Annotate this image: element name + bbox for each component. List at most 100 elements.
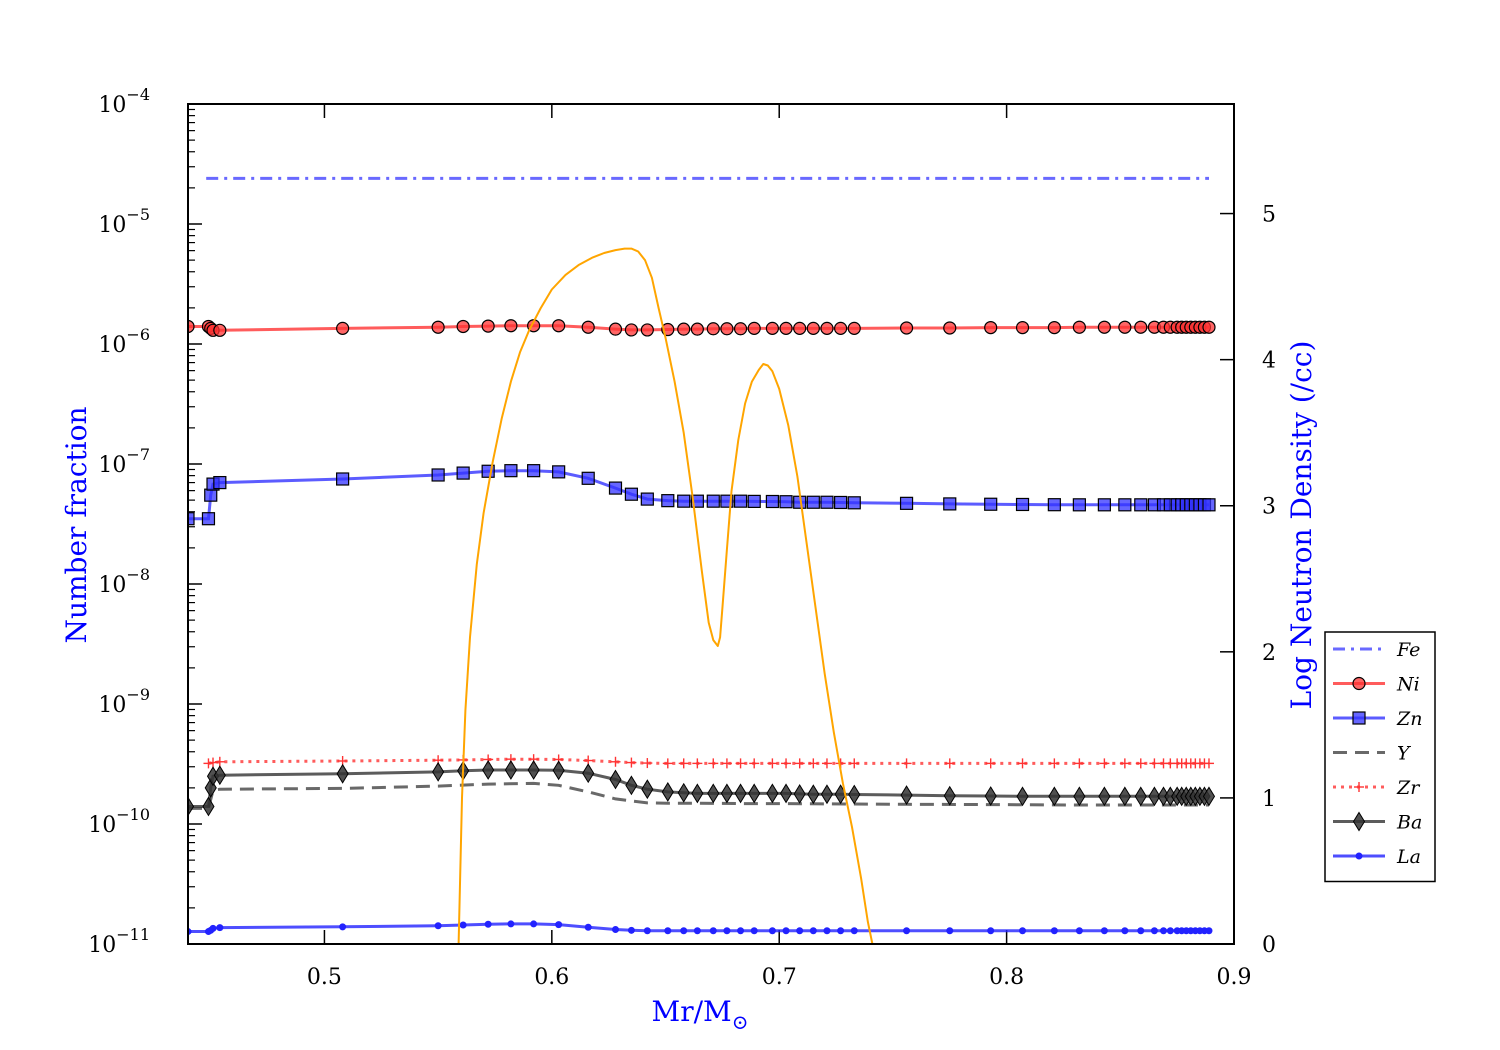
legend-entry-zr: Zr bbox=[1333, 777, 1421, 799]
legend-marker bbox=[1352, 676, 1366, 691]
data-point-ba bbox=[677, 782, 690, 803]
data-point-ba bbox=[1016, 786, 1029, 807]
data-point-zn bbox=[847, 496, 861, 510]
data-point-ba bbox=[582, 763, 595, 784]
y-tick-label-left: 10−8 bbox=[98, 565, 150, 598]
series-zn bbox=[188, 464, 1216, 526]
data-point-ni bbox=[1047, 320, 1061, 335]
neutron-density-curve bbox=[457, 247, 874, 944]
data-point-ba bbox=[504, 760, 517, 780]
data-point-ni bbox=[706, 322, 720, 336]
data-point-ni bbox=[847, 321, 861, 335]
data-point-zn bbox=[201, 512, 216, 526]
data-point-zr bbox=[901, 758, 912, 769]
data-point-la bbox=[737, 927, 745, 935]
data-point-zn bbox=[1015, 497, 1030, 512]
data-point-la bbox=[216, 924, 224, 932]
data-point-zn bbox=[677, 494, 691, 508]
data-point-la bbox=[796, 927, 804, 935]
data-point-zn bbox=[581, 471, 595, 485]
x-axis-title-subscript: ⊙ bbox=[732, 1010, 749, 1034]
data-point-la bbox=[584, 923, 592, 931]
data-point-la bbox=[709, 927, 717, 935]
data-point-la bbox=[530, 920, 538, 928]
y-tick-label-left: 10−7 bbox=[98, 445, 150, 478]
data-point-zr bbox=[781, 758, 792, 769]
legend-entry-la: La bbox=[1333, 846, 1421, 868]
data-point-ni bbox=[899, 321, 914, 335]
data-point-zn bbox=[661, 494, 675, 508]
data-point-zn bbox=[706, 494, 720, 508]
data-point-ni bbox=[481, 319, 495, 333]
data-point-zr bbox=[849, 758, 860, 769]
y-tick-label-left: 10−10 bbox=[88, 805, 150, 838]
data-point-zr bbox=[794, 758, 805, 769]
data-point-ba bbox=[734, 783, 747, 804]
data-point-ni bbox=[820, 321, 834, 335]
data-point-ba bbox=[625, 775, 638, 796]
data-point-la bbox=[903, 927, 911, 935]
data-point-ba bbox=[432, 761, 445, 782]
data-point-zr bbox=[1203, 758, 1214, 769]
data-point-zr bbox=[1074, 758, 1085, 769]
legend-label: Fe bbox=[1396, 639, 1420, 661]
data-point-ba bbox=[188, 796, 195, 817]
data-point-ni bbox=[720, 322, 734, 336]
data-point-la bbox=[484, 920, 492, 928]
data-point-ba bbox=[1148, 786, 1161, 807]
data-point-la bbox=[850, 927, 858, 935]
data-point-zr bbox=[610, 756, 621, 767]
data-point-ba bbox=[848, 784, 861, 805]
legend-entry-ba: Ba bbox=[1333, 812, 1422, 834]
series-ba bbox=[188, 760, 1216, 817]
data-point-la bbox=[1050, 927, 1058, 935]
y-tick-label-right: 5 bbox=[1262, 203, 1276, 228]
data-point-ni bbox=[336, 321, 350, 335]
data-point-zn bbox=[213, 475, 227, 490]
data-point-ba bbox=[213, 765, 226, 786]
data-point-la bbox=[555, 921, 563, 929]
data-point-zn bbox=[624, 487, 639, 501]
data-point-zn bbox=[733, 494, 748, 508]
data-point-la bbox=[434, 922, 442, 930]
data-point-zn bbox=[640, 492, 654, 506]
data-point-ni bbox=[1097, 320, 1111, 334]
plot-area bbox=[188, 104, 1234, 944]
data-point-zn bbox=[188, 512, 195, 526]
data-point-ni bbox=[1015, 320, 1030, 335]
data-point-zn bbox=[943, 497, 957, 511]
data-point-la bbox=[1075, 927, 1083, 935]
data-point-ba bbox=[1134, 786, 1147, 807]
data-point-zr bbox=[735, 758, 746, 769]
data-point-la bbox=[643, 927, 651, 935]
data-point-zr bbox=[721, 758, 732, 769]
legend-box bbox=[1324, 631, 1436, 883]
data-point-la bbox=[946, 927, 954, 935]
data-point-ni bbox=[733, 322, 748, 336]
data-point-ba bbox=[793, 783, 806, 804]
data-point-ni bbox=[188, 319, 195, 334]
data-point-zr bbox=[203, 758, 214, 769]
x-tick-label: 0.5 bbox=[307, 965, 342, 990]
y-tick-label-right: 2 bbox=[1262, 641, 1276, 666]
data-point-zr bbox=[626, 757, 637, 768]
y-axis-title-right: Log Neutron Density (/cc) bbox=[1285, 341, 1318, 710]
data-point-ba bbox=[1073, 786, 1086, 807]
legend-marker bbox=[1352, 711, 1366, 725]
data-point-zr bbox=[1049, 758, 1060, 769]
x-tick-label: 0.7 bbox=[762, 965, 797, 990]
legend-label: Zn bbox=[1396, 708, 1422, 730]
series-zr bbox=[203, 754, 1214, 769]
y-tick-label-left: 10−11 bbox=[88, 925, 150, 958]
data-point-zr bbox=[208, 757, 219, 768]
y-tick-label-right: 4 bbox=[1262, 349, 1276, 374]
series-y bbox=[188, 781, 1209, 810]
data-point-la bbox=[1019, 927, 1027, 935]
data-point-zn bbox=[820, 495, 834, 509]
legend-marker bbox=[1354, 782, 1364, 792]
y-tick-label-left: 10−4 bbox=[98, 85, 150, 118]
data-point-zr bbox=[1119, 758, 1130, 769]
data-point-la bbox=[1150, 927, 1158, 935]
data-point-la bbox=[339, 923, 347, 931]
